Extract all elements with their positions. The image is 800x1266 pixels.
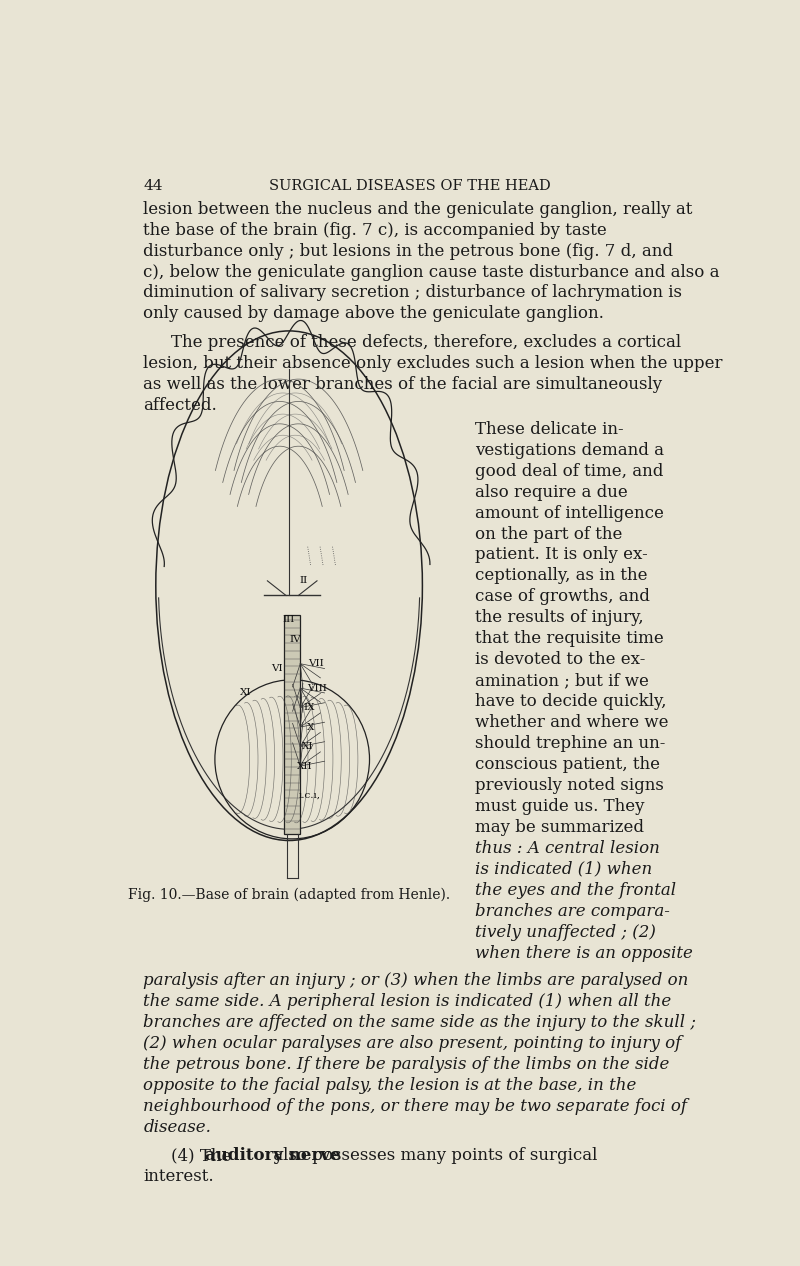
Text: whether and where we: whether and where we [475, 714, 669, 732]
Text: disturbance only ; but lesions in the petrous bone (fig. 7 d, and: disturbance only ; but lesions in the pe… [143, 243, 674, 260]
Text: also possesses many points of surgical: also possesses many points of surgical [268, 1147, 597, 1163]
Text: amination ; but if we: amination ; but if we [475, 672, 649, 689]
Text: good deal of time, and: good deal of time, and [475, 462, 663, 480]
Text: affected.: affected. [143, 396, 217, 414]
Text: as well as the lower branches of the facial are simultaneously: as well as the lower branches of the fac… [143, 376, 662, 392]
Text: branches are compara-: branches are compara- [475, 903, 670, 920]
Text: Fig. 10.—Base of brain (adapted from Henle).: Fig. 10.—Base of brain (adapted from Hen… [128, 887, 450, 901]
Text: VI: VI [271, 665, 282, 674]
Text: only caused by damage above the geniculate ganglion.: only caused by damage above the genicula… [143, 305, 604, 323]
Text: vestigations demand a: vestigations demand a [475, 442, 664, 458]
Text: conscious patient, the: conscious patient, the [475, 756, 660, 774]
Text: XI: XI [302, 742, 314, 751]
Text: XI: XI [240, 689, 251, 698]
Text: VIII: VIII [307, 684, 327, 693]
Text: tively unaffected ; (2): tively unaffected ; (2) [475, 924, 656, 941]
Text: IX: IX [304, 703, 315, 711]
Text: should trephine an un-: should trephine an un- [475, 736, 666, 752]
Text: XII: XII [297, 762, 313, 771]
Text: the results of injury,: the results of injury, [475, 609, 644, 627]
Text: have to decide quickly,: have to decide quickly, [475, 694, 666, 710]
Text: the eyes and the frontal: the eyes and the frontal [475, 882, 676, 899]
Text: also require a due: also require a due [475, 484, 628, 500]
Text: the petrous bone. If there be paralysis of the limbs on the side: the petrous bone. If there be paralysis … [143, 1056, 670, 1072]
Text: patient. It is only ex-: patient. It is only ex- [475, 547, 648, 563]
Text: These delicate in-: These delicate in- [475, 420, 624, 438]
Text: auditory nerve: auditory nerve [206, 1147, 341, 1163]
Text: lesion between the nucleus and the geniculate ganglion, really at: lesion between the nucleus and the genic… [143, 201, 693, 218]
Text: The presence of these defects, therefore, excludes a cortical: The presence of these defects, therefore… [171, 334, 682, 351]
Text: is indicated (1) when: is indicated (1) when [475, 861, 652, 877]
Text: VII: VII [308, 660, 324, 668]
Text: X: X [307, 723, 314, 732]
Text: ı.c.ı,: ı.c.ı, [298, 791, 321, 800]
Text: the base of the brain (fig. 7 c), is accompanied by taste: the base of the brain (fig. 7 c), is acc… [143, 222, 607, 238]
Text: (4) The: (4) The [171, 1147, 237, 1163]
Text: diminution of salivary secretion ; disturbance of lachrymation is: diminution of salivary secretion ; distu… [143, 285, 682, 301]
Text: III: III [283, 615, 295, 624]
Text: paralysis after an injury ; or (3) when the limbs are paralysed on: paralysis after an injury ; or (3) when … [143, 972, 689, 989]
Text: (2) when ocular paralyses are also present, pointing to injury of: (2) when ocular paralyses are also prese… [143, 1034, 682, 1052]
Text: case of growths, and: case of growths, and [475, 589, 650, 605]
Text: that the requisite time: that the requisite time [475, 630, 664, 647]
Text: SURGICAL DISEASES OF THE HEAD: SURGICAL DISEASES OF THE HEAD [269, 180, 551, 194]
Text: the same side. A peripheral lesion is indicated (1) when all the: the same side. A peripheral lesion is in… [143, 993, 672, 1010]
Text: lesion, but their absence only excludes such a lesion when the upper: lesion, but their absence only excludes … [143, 354, 723, 372]
Text: neighbourhood of the pons, or there may be two separate foci of: neighbourhood of the pons, or there may … [143, 1098, 687, 1114]
Text: branches are affected on the same side as the injury to the skull ;: branches are affected on the same side a… [143, 1014, 696, 1031]
Text: ceptionally, as in the: ceptionally, as in the [475, 567, 647, 585]
Text: is devoted to the ex-: is devoted to the ex- [475, 651, 646, 668]
Text: disease.: disease. [143, 1119, 211, 1136]
Text: c), below the geniculate ganglion cause taste disturbance and also a: c), below the geniculate ganglion cause … [143, 263, 720, 281]
Text: on the part of the: on the part of the [475, 525, 622, 543]
Text: opposite to the facial palsy, the lesion is at the base, in the: opposite to the facial palsy, the lesion… [143, 1076, 637, 1094]
Text: 44: 44 [143, 180, 163, 194]
Text: may be summarized: may be summarized [475, 819, 644, 836]
Text: thus : A central lesion: thus : A central lesion [475, 839, 660, 857]
Text: when there is an opposite: when there is an opposite [475, 944, 693, 962]
Text: II: II [299, 576, 307, 585]
Text: IV: IV [290, 634, 301, 644]
Text: interest.: interest. [143, 1169, 214, 1185]
Text: previously noted signs: previously noted signs [475, 777, 664, 794]
Text: must guide us. They: must guide us. They [475, 798, 645, 815]
Bar [284, 615, 300, 834]
Text: amount of intelligence: amount of intelligence [475, 505, 664, 522]
